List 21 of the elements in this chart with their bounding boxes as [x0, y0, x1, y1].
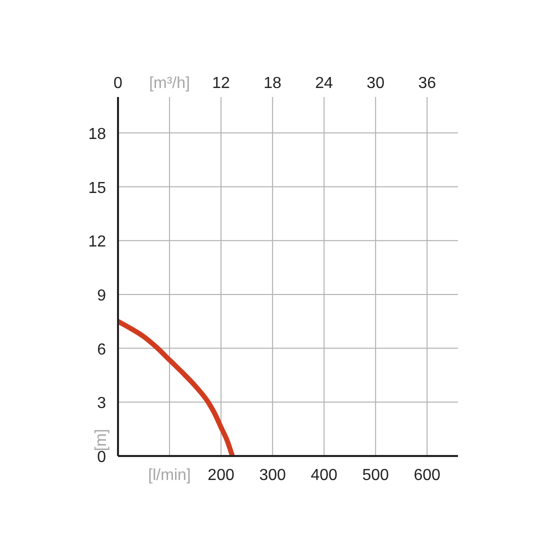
x-tick-label: 500 [362, 467, 390, 484]
y-tick-label: 0 [97, 449, 106, 466]
x-tick-label: 200 [208, 467, 234, 484]
x2-tick-label: 30 [366, 75, 385, 92]
x2-tick-label: 36 [418, 75, 436, 92]
x-tick-label: 600 [414, 467, 441, 484]
x2-tick-label: 24 [315, 75, 334, 92]
x-axis-title: [l/min] [148, 467, 191, 484]
y-tick-label: 9 [97, 287, 106, 304]
y-axis-title: [m] [93, 428, 110, 452]
x2-axis-title: [m³/h] [149, 75, 190, 92]
y-tick-label: 6 [97, 341, 106, 358]
y-tick-label: 18 [88, 126, 106, 143]
x-tick-label: 400 [310, 467, 338, 484]
x2-tick-label: 18 [264, 75, 282, 92]
y-tick-label: 12 [88, 234, 106, 251]
x2-tick-label: 0 [114, 75, 123, 92]
y-tick-label: 3 [97, 395, 106, 412]
y-tick-label: 15 [88, 180, 106, 197]
x2-tick-label: 12 [212, 75, 230, 92]
x-tick-label: 300 [259, 467, 286, 484]
